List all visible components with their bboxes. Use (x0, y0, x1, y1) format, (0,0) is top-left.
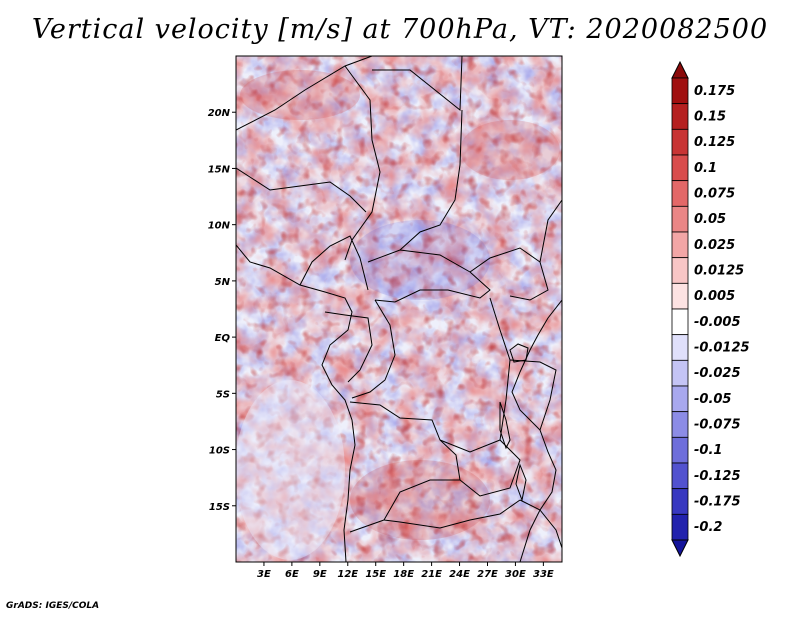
colorbar-label: 0.075 (694, 187, 735, 202)
border-libya-niger (236, 56, 373, 131)
lat-tick-label: 20N (208, 108, 231, 119)
colorbar-swatch (671, 103, 689, 130)
colorbar-label: -0.025 (694, 366, 741, 381)
border-ethiopia (539, 199, 562, 263)
colorbar-label: -0.05 (694, 392, 731, 407)
lat-tick-label: 10N (208, 221, 231, 232)
colorbar-label: 0.005 (694, 289, 735, 304)
lon-tick-label: 21E (421, 569, 442, 580)
border-drc-west (351, 299, 396, 399)
colorbar-swatch (671, 385, 689, 413)
coastline-east (511, 299, 562, 549)
border-tanzania (509, 359, 557, 431)
colorbar-swatch (671, 488, 689, 515)
colorbar-top-arrow (671, 60, 689, 79)
border-namibia-botswana (383, 499, 521, 529)
ascent-band-east (460, 120, 560, 180)
border-gabon-congo (324, 311, 373, 383)
colorbar-label: 0.175 (694, 84, 735, 99)
calm-southwest (236, 380, 345, 560)
lat-tick-label: 5S (216, 389, 230, 400)
colorbar-label: -0.075 (694, 418, 741, 433)
colorbar-label: 0.05 (694, 212, 726, 227)
lon-tick-label: 24E (449, 569, 470, 580)
lat-tick-label: 5N (215, 277, 231, 288)
colorbar-swatch (671, 334, 689, 361)
lat-tick-label: 10S (209, 446, 230, 457)
colorbar-swatch (671, 282, 689, 310)
grads-credit: GrADS: IGES/COLA (6, 601, 100, 611)
map-title: Vertical velocity [m/s] at 700hPa, VT: 2… (31, 14, 769, 45)
field-layer-strong-red (236, 56, 562, 562)
colorbar-swatch (671, 436, 689, 464)
colorbar-swatch (671, 77, 689, 105)
lat-tick-label: 15N (208, 164, 231, 175)
colorbar-label: 0.1 (694, 161, 717, 176)
border-angola (349, 401, 461, 533)
border-libya-egypt-sudan (372, 56, 463, 112)
border-zambia (439, 439, 521, 497)
colorbar-swatch (671, 513, 689, 541)
colorbar-label: -0.1 (694, 443, 722, 458)
colorbar-swatch (671, 462, 689, 490)
lon-tick-label: 12E (337, 569, 358, 580)
colorbar-swatch (671, 128, 689, 156)
colorbar-label: -0.175 (694, 495, 741, 510)
coastline-west (236, 244, 356, 562)
border-car (367, 249, 491, 303)
colorbar-label: -0.125 (694, 469, 741, 484)
colorbar-label: 0.15 (694, 110, 726, 125)
lat-tick-label: 15S (209, 502, 230, 513)
colorbar-bottom-arrow (671, 539, 689, 558)
colorbar-label: -0.2 (694, 520, 722, 535)
ascent-band-north (240, 70, 360, 120)
lake-tanganyika (499, 401, 511, 450)
colorbar-swatch (671, 257, 689, 284)
border-sudan-chad (399, 109, 463, 251)
border-nigeria-cameroon (299, 235, 369, 291)
lon-tick-label: 3E (257, 569, 271, 580)
colorbar-swatch (671, 231, 689, 259)
lat-tick-label: EQ (215, 333, 231, 344)
lon-tick-label: 33E (533, 569, 554, 580)
colorbar-swatch (671, 154, 689, 182)
colorbar-label: 0.125 (694, 135, 735, 150)
velocity-field (236, 56, 562, 562)
colorbar-label: 0.025 (694, 238, 735, 253)
lon-tick-label: 27E (477, 569, 498, 580)
lon-tick-label: 18E (393, 569, 414, 580)
colorbar-swatch (671, 411, 689, 438)
lon-tick-label: 6E (285, 569, 299, 580)
colorbar-label: 0.0125 (694, 264, 744, 279)
subsidence-center (350, 220, 490, 300)
colorbar-label: -0.0125 (694, 341, 750, 356)
lake-malawi (515, 463, 527, 502)
border-mozambique (519, 499, 541, 562)
colorbar-swatch (671, 359, 689, 387)
colorbar: 0.175 0.15 0.125 0.1 0.075 0.05 0.025 0.0125 0.0… (671, 60, 750, 558)
boundaries (236, 56, 562, 562)
lon-tick-label: 30E (505, 569, 526, 580)
lon-tick-label: 15E (365, 569, 386, 580)
colorbar-swatch (671, 205, 689, 233)
colorbar-swatch (671, 308, 689, 336)
colorbar-swatch (671, 180, 689, 207)
axes: 3E 6E 9E 12E 15E 18E 21E 24E 27E 30E 33E 20N 15N 10N 5… (208, 108, 554, 580)
plot-frame (235, 55, 563, 563)
ascent-south (350, 460, 490, 540)
lon-tick-label: 9E (313, 569, 327, 580)
colorbar-label: -0.005 (694, 315, 741, 330)
border-niger-nigeria (236, 167, 367, 213)
